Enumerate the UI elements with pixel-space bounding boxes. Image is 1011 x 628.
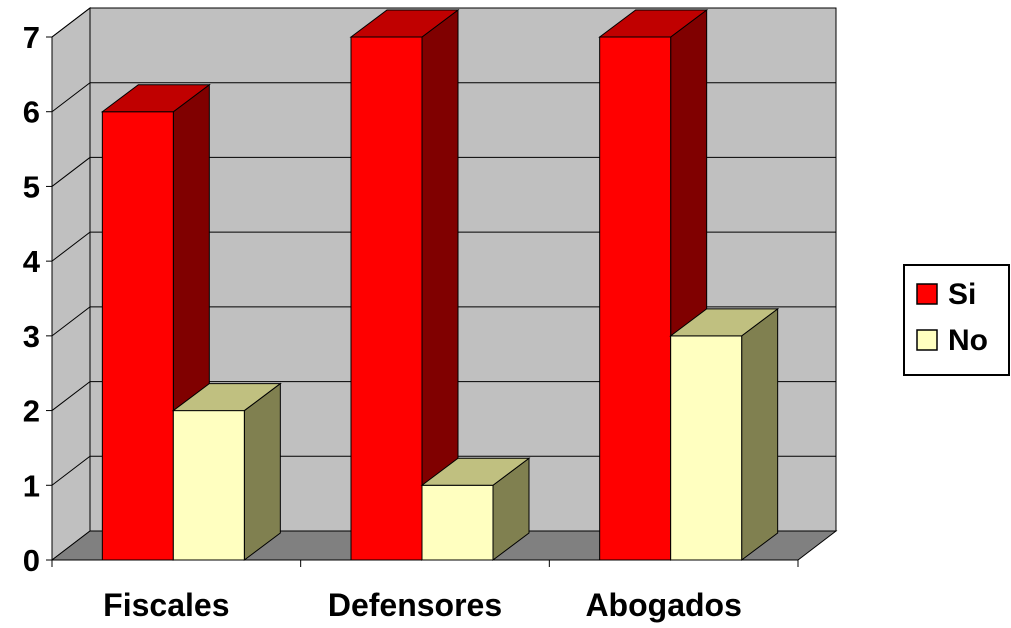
side-wall xyxy=(52,8,90,560)
bar-front xyxy=(102,112,173,560)
legend-label: Si xyxy=(948,278,976,311)
bar-front xyxy=(671,336,742,560)
y-tick-label: 5 xyxy=(23,169,40,204)
y-tick-label: 6 xyxy=(23,95,40,130)
x-category-label: Fiscales xyxy=(103,587,229,623)
bar-no-defensores xyxy=(422,458,529,560)
y-tick-label: 4 xyxy=(23,244,41,279)
bar-side xyxy=(742,309,778,560)
bar-front xyxy=(351,37,422,560)
y-tick-label: 0 xyxy=(23,543,40,578)
legend-swatch xyxy=(917,330,937,350)
x-category-label: Abogados xyxy=(585,587,741,623)
y-tick-label: 2 xyxy=(23,394,40,429)
x-axis-category-labels: Fiscales Defensores Abogados xyxy=(103,587,742,623)
bar-front xyxy=(173,411,244,560)
bar-no-fiscales xyxy=(173,384,280,560)
legend: Si No xyxy=(904,265,1009,375)
y-axis-tick-labels: 0 1 2 3 4 5 6 7 xyxy=(23,20,41,578)
y-tick-label: 3 xyxy=(23,319,40,354)
bars xyxy=(102,10,777,560)
bar-front xyxy=(600,37,671,560)
x-category-label: Defensores xyxy=(328,587,502,623)
bar-side xyxy=(244,384,280,560)
legend-swatch xyxy=(917,284,937,304)
y-tick-label: 1 xyxy=(23,468,40,503)
bar-no-abogados xyxy=(671,309,778,560)
bar-front xyxy=(422,485,493,560)
y-tick-label: 7 xyxy=(23,20,40,55)
legend-label: No xyxy=(948,324,988,357)
